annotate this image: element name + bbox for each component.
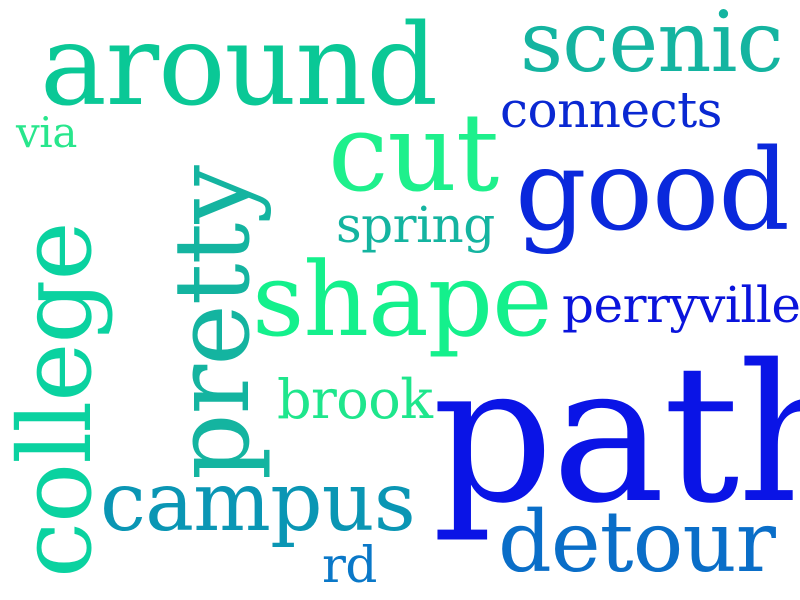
word-via: via xyxy=(16,108,77,157)
word-campus: campus xyxy=(100,455,416,550)
word-shape: shape xyxy=(252,241,552,360)
word-connects: connects xyxy=(500,81,722,139)
word-rd: rd xyxy=(322,536,377,594)
word-cut: cut xyxy=(328,91,499,216)
word-pretty: pretty xyxy=(151,166,273,480)
word-brook: brook xyxy=(277,368,433,431)
word-college: college xyxy=(0,222,114,578)
word-good: good xyxy=(515,126,790,256)
word-path: path xyxy=(432,324,800,545)
word-scenic: scenic xyxy=(520,0,784,91)
word-around: around xyxy=(40,1,438,131)
word-perryville: perryville xyxy=(562,276,800,334)
word-spring: spring xyxy=(336,196,495,254)
word-detour: detour xyxy=(498,493,776,591)
